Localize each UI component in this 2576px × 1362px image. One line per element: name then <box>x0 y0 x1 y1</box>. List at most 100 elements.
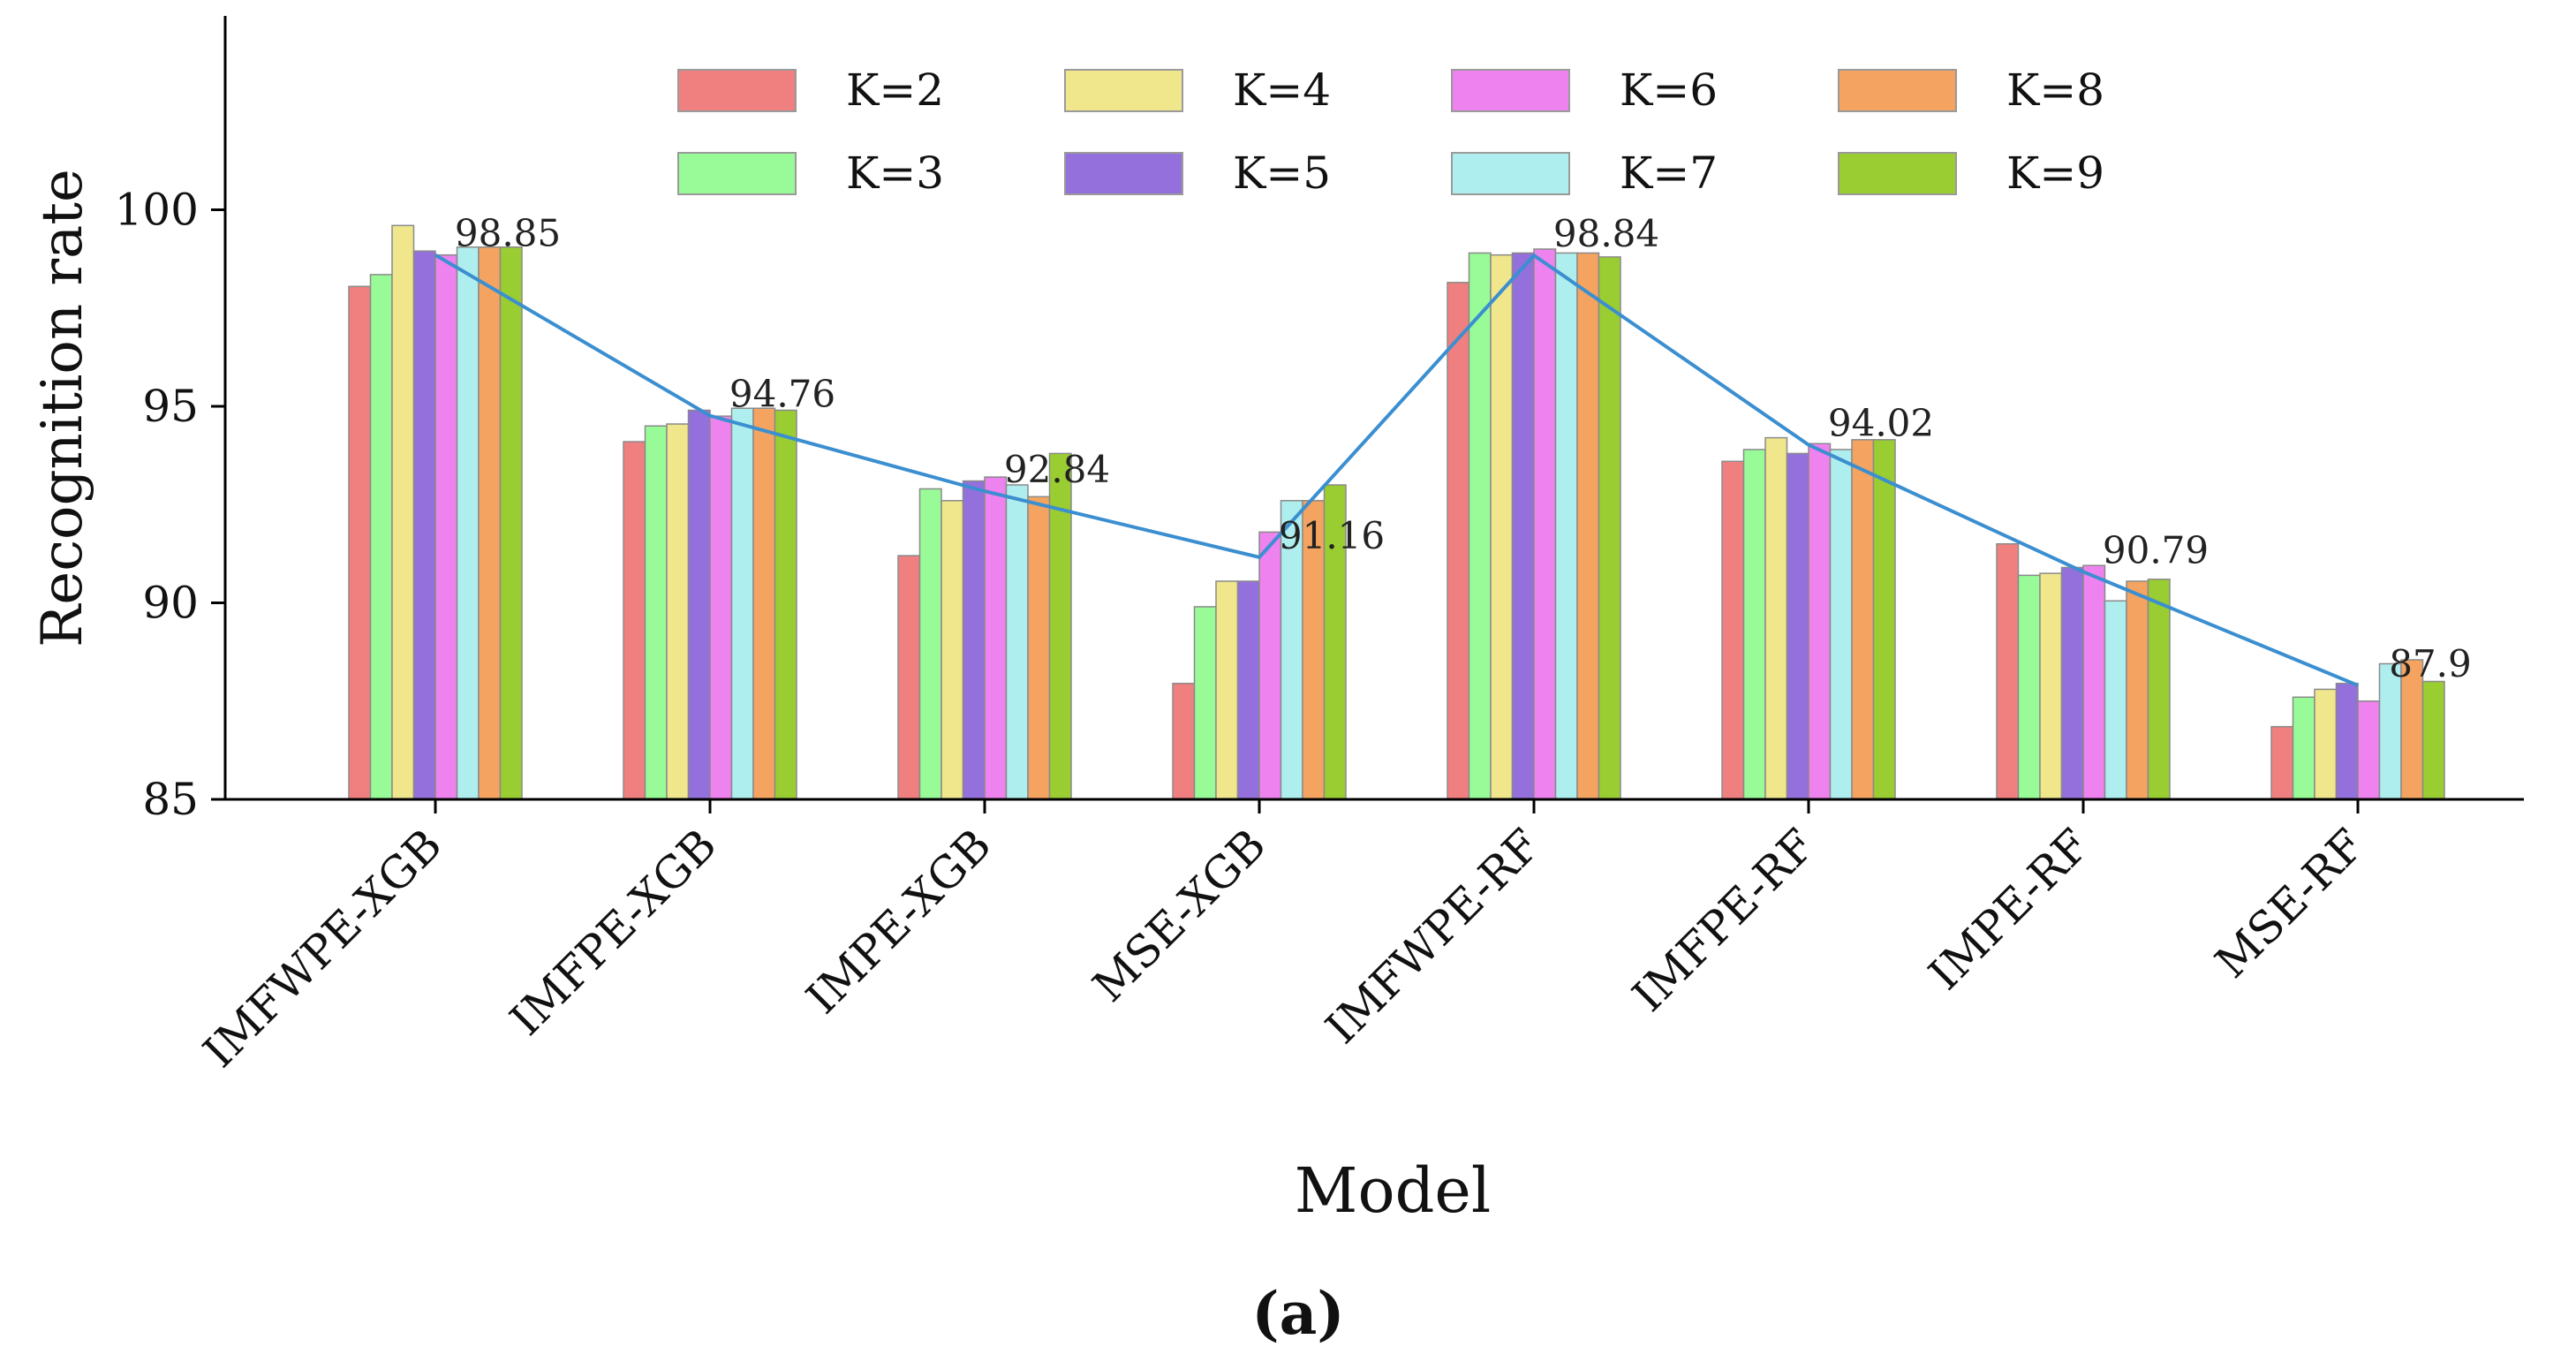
bar-impe-rf-k5 <box>2060 566 2084 800</box>
bar-impe-xgb-k2 <box>897 555 921 800</box>
x-axis-label: Model <box>1295 1154 1491 1227</box>
bar-imfpe-rf-k8 <box>1851 439 1875 800</box>
bar-imfpe-rf-k6 <box>1808 443 1832 800</box>
legend-swatch-k8 <box>1838 69 1957 112</box>
bar-imfwpe-xgb-k9 <box>499 246 523 800</box>
bar-imfpe-rf-k2 <box>1721 460 1745 800</box>
trend-data-label: 87.9 <box>2389 642 2472 685</box>
x-tick-label: IMFWPE-XGB <box>193 819 451 1077</box>
bar-imfwpe-xgb-k3 <box>369 274 393 800</box>
bar-imfpe-xgb-k7 <box>730 407 754 800</box>
bar-impe-rf-k2 <box>1996 543 2020 800</box>
bar-imfwpe-rf-k2 <box>1447 282 1470 800</box>
bar-mse-rf-k6 <box>2357 700 2381 800</box>
trend-line-layer: 98.85 94.76 92.84 91.16 98.84 94.02 90.79 87.9 <box>434 212 2472 687</box>
bar-imfwpe-xgb-k6 <box>434 253 458 800</box>
bar-imfwpe-xgb-k5 <box>412 250 436 800</box>
bar-impe-rf-k9 <box>2147 579 2171 800</box>
bar-impe-rf-k4 <box>2039 572 2063 800</box>
bar-imfpe-xgb-k4 <box>666 423 690 800</box>
x-tick-label: IMFPE-RF <box>1622 819 1824 1021</box>
bar-imfwpe-rf-k8 <box>1576 252 1600 800</box>
bar-imfwpe-rf-k6 <box>1533 248 1557 800</box>
trend-data-label: 98.84 <box>1553 212 1659 255</box>
legend-label: K=9 <box>2006 148 2104 199</box>
trend-data-label: 94.02 <box>1828 402 1934 445</box>
trend-data-label: 94.76 <box>729 373 835 416</box>
x-tick-label: MSE-RF <box>2205 819 2374 987</box>
trend-data-label: 92.84 <box>1004 448 1110 491</box>
bar-mse-xgb-k7 <box>1280 500 1303 800</box>
legend-swatch-k6 <box>1451 69 1570 112</box>
bar-imfwpe-xgb-k4 <box>391 224 415 800</box>
bar-mse-xgb-k8 <box>1302 500 1326 800</box>
bar-mse-xgb-k5 <box>1236 580 1260 800</box>
legend: K=2 K=3 K=4 K=5 K=6 K=7 K=8 K=9 <box>677 64 2104 199</box>
y-tick-label: 85 <box>142 774 199 825</box>
bar-mse-rf-k9 <box>2421 680 2445 800</box>
bar-imfwpe-xgb-k7 <box>456 246 480 800</box>
bar-mse-rf-k4 <box>2314 688 2338 800</box>
axes-layer <box>223 16 2524 801</box>
legend-swatch-k2 <box>677 69 797 112</box>
y-tick-label: 100 <box>115 185 199 236</box>
x-tick-label: IMPE-XGB <box>797 819 1001 1024</box>
trend-data-label: 91.16 <box>1279 514 1385 557</box>
bars-layer <box>348 224 2445 800</box>
legend-label: K=3 <box>846 148 944 199</box>
legend-label: K=4 <box>1233 64 1331 116</box>
trend-data-label: 90.79 <box>2103 528 2209 571</box>
bar-mse-rf-k5 <box>2335 682 2359 800</box>
bar-mse-rf-k3 <box>2292 696 2315 800</box>
bar-impe-rf-k6 <box>2082 564 2106 800</box>
legend-label: K=8 <box>2006 64 2104 116</box>
bar-imfwpe-rf-k9 <box>1598 256 1621 800</box>
legend-label: K=6 <box>1620 64 1718 116</box>
bar-impe-xgb-k8 <box>1027 496 1051 800</box>
y-axis-label: Recognition rate <box>30 169 95 647</box>
bar-imfpe-xgb-k5 <box>687 409 711 800</box>
bar-imfwpe-rf-k3 <box>1468 252 1492 800</box>
bar-imfpe-rf-k3 <box>1742 449 1766 800</box>
bar-imfpe-rf-k7 <box>1829 449 1853 800</box>
bar-imfwpe-rf-k4 <box>1490 253 1514 800</box>
bar-impe-rf-k3 <box>2017 574 2041 800</box>
x-tick-label: IMFPE-XGB <box>500 819 726 1045</box>
bar-imfwpe-xgb-k2 <box>348 285 372 800</box>
legend-swatch-k9 <box>1838 152 1957 195</box>
bar-impe-xgb-k7 <box>1005 484 1029 800</box>
bar-imfpe-rf-k4 <box>1764 436 1788 800</box>
bar-imfpe-xgb-k8 <box>752 407 776 800</box>
x-tick-label: IMFWPE-RF <box>1316 819 1550 1053</box>
bar-mse-rf-k2 <box>2270 725 2294 800</box>
bar-imfpe-rf-k5 <box>1786 452 1809 800</box>
bar-imfpe-xgb-k3 <box>644 425 668 800</box>
x-tick-label: IMPE-RF <box>1919 819 2100 1000</box>
legend-swatch-k4 <box>1064 69 1183 112</box>
bar-mse-xgb-k4 <box>1215 580 1239 800</box>
bar-imfpe-xgb-k6 <box>709 415 733 800</box>
bar-imfpe-rf-k9 <box>1872 439 1896 800</box>
bar-impe-rf-k8 <box>2126 580 2149 800</box>
figure-caption: (a) <box>1251 1279 1344 1348</box>
x-tick-label: MSE-XGB <box>1083 819 1275 1011</box>
bar-imfpe-xgb-k9 <box>774 409 797 800</box>
legend-label: K=7 <box>1620 148 1718 199</box>
bar-mse-xgb-k3 <box>1193 606 1217 800</box>
legend-swatch-k3 <box>677 152 797 195</box>
y-tick-label: 90 <box>142 578 199 629</box>
bar-impe-xgb-k4 <box>941 500 964 800</box>
bar-impe-rf-k7 <box>2104 600 2127 800</box>
legend-swatch-k5 <box>1064 152 1183 195</box>
bar-imfpe-xgb-k2 <box>623 441 646 800</box>
bar-mse-xgb-k6 <box>1258 531 1282 800</box>
bar-impe-xgb-k6 <box>984 476 1008 800</box>
legend-label: K=5 <box>1233 148 1331 199</box>
trend-line <box>434 253 2359 687</box>
bar-impe-xgb-k9 <box>1048 452 1072 800</box>
y-tick-label: 95 <box>142 381 199 432</box>
bar-impe-xgb-k3 <box>918 488 942 800</box>
bar-impe-xgb-k5 <box>962 480 986 800</box>
legend-swatch-k7 <box>1451 152 1570 195</box>
